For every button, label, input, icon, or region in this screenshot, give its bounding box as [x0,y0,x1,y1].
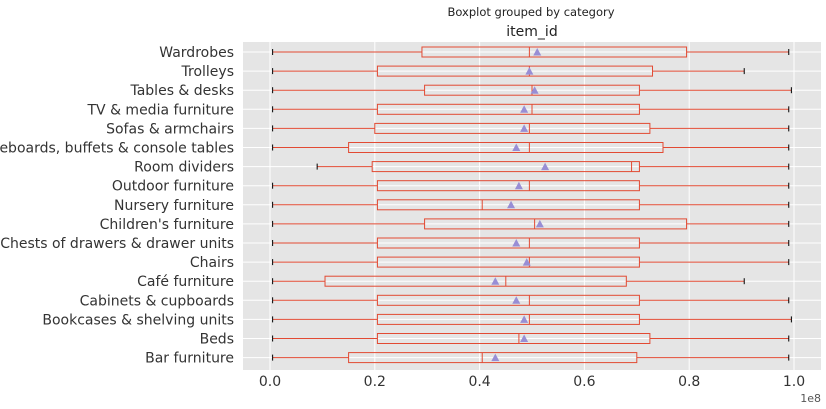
mean-marker [541,162,550,171]
mean-marker [520,105,529,113]
category-label: Children's furniture [100,217,234,233]
category-label: Chairs [190,255,234,271]
box-group [272,84,792,96]
box-group [272,218,790,230]
axes-title: item_id [506,24,557,40]
category-label: Room dividers [134,160,234,176]
box-group [272,122,790,134]
box-group [272,237,790,249]
box-iqr [376,103,640,115]
x-tick-label: 0.4 [468,374,490,390]
mean-marker [525,67,534,75]
box-iqr [376,199,640,211]
box-group [272,199,790,211]
x-tick-label: 0.6 [573,374,595,390]
box-group [272,65,745,77]
box-group [272,275,745,287]
chart-suptitle: Boxplot grouped by category [447,5,614,19]
box-group [272,180,790,192]
category-label: Wardrobes [159,45,234,61]
box-group [272,46,790,58]
mean-marker [514,181,523,190]
box-iqr [424,218,688,230]
category-label: Trolleys [181,64,234,80]
x-tick-label: 0.8 [678,374,700,390]
mean-marker [507,200,516,209]
box-group [272,294,790,306]
mean-marker [520,315,529,323]
mean-marker [491,353,500,362]
mean-marker [533,48,542,56]
mean-marker [520,334,529,342]
boxes-layer [272,46,792,364]
box-iqr [376,313,640,325]
x-tick-labels: 0.0 0.2 0.4 0.6 0.8 1.0 [259,374,805,390]
box-iqr [421,46,688,58]
category-label: TV & media furniture [86,102,234,118]
box-iqr [348,142,664,153]
box-group [272,103,790,115]
x-tick-label: 0.2 [364,374,386,390]
category-label: Chests of drawers & drawer units [0,236,234,252]
box-iqr [376,333,651,344]
mean-marker [512,239,521,247]
mean-marker [535,219,544,228]
box-iqr [374,122,651,134]
category-labels: Wardrobes Trolleys Tables & desks TV & medi… [0,45,234,367]
category-label: Bar furniture [145,351,234,367]
box-iqr [376,256,640,268]
box-iqr [376,180,640,192]
mean-marker [530,86,539,94]
box-iqr [376,294,640,306]
box-iqr [376,237,640,249]
x-tick-label: 0.0 [259,374,281,390]
x-offset-label: 1e8 [800,392,821,405]
box-iqr [324,275,627,287]
plot-area [243,42,821,370]
category-label: Beds [200,332,234,348]
category-label: Tables & desks [129,83,234,99]
mean-marker [491,277,500,285]
mean-marker [520,124,529,132]
box-group [272,352,790,364]
category-label: Bookcases & shelving units [42,312,234,328]
box-iqr [376,65,654,77]
category-label: Outdoor furniture [112,179,234,195]
category-label: Sideboards, buffets & console tables [0,141,234,157]
box-group [272,333,790,344]
box-group [316,161,790,173]
category-label: Sofas & armchairs [106,121,234,137]
mean-marker [512,143,521,151]
category-label: Cabinets & cupboards [80,293,234,309]
mean-marker [512,296,521,304]
box-iqr [371,161,640,173]
box-group [272,142,790,153]
mean-marker [522,258,531,266]
box-group [272,313,792,325]
box-group [272,256,790,268]
x-tick-label: 1.0 [783,374,805,390]
category-label: Café furniture [137,274,234,290]
box-iqr [348,352,638,364]
category-label: Nursery furniture [114,198,234,214]
